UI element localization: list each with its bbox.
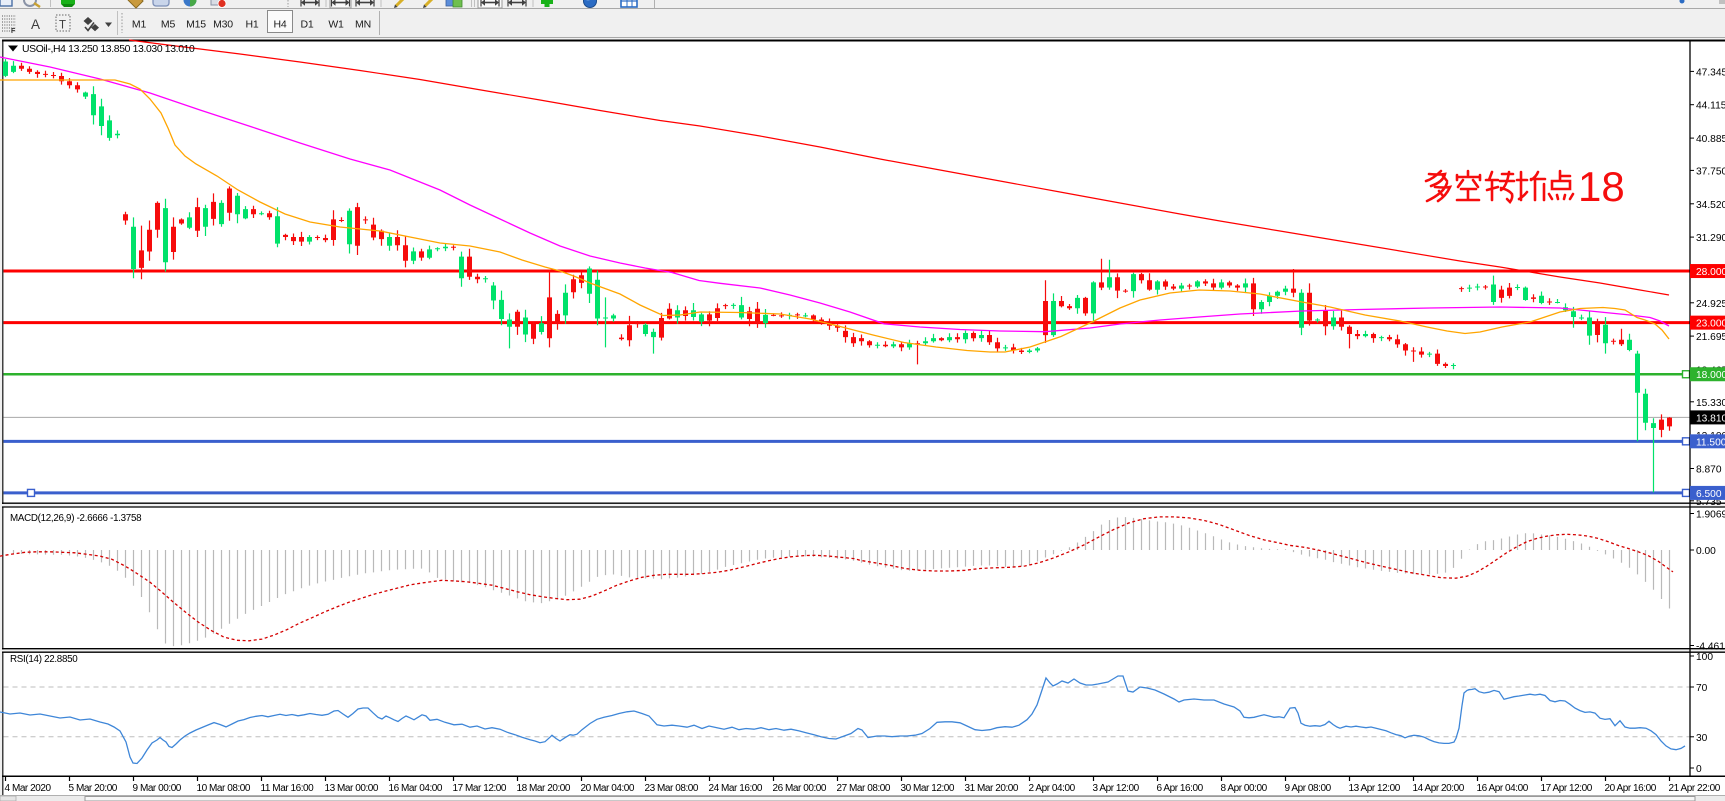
svg-text:47.345: 47.345	[1696, 67, 1725, 78]
svg-text:23 Mar 08:00: 23 Mar 08:00	[645, 783, 699, 794]
svg-text:0: 0	[1696, 764, 1702, 775]
svg-text:11 Mar 16:00: 11 Mar 16:00	[261, 783, 315, 794]
svg-text:16 Mar 04:00: 16 Mar 04:00	[389, 783, 443, 794]
svg-text:9 Mar 00:00: 9 Mar 00:00	[133, 783, 182, 794]
svg-text:5.735: 5.735	[1696, 497, 1722, 508]
svg-text:100: 100	[1696, 652, 1713, 663]
svg-text:A: A	[31, 17, 40, 32]
svg-text:20 Apr 16:00: 20 Apr 16:00	[1605, 783, 1657, 794]
svg-text:RSI(14) 22.8850: RSI(14) 22.8850	[10, 654, 78, 665]
svg-text:21.695: 21.695	[1696, 332, 1725, 343]
svg-text:13 Apr 12:00: 13 Apr 12:00	[1349, 783, 1401, 794]
svg-text:10 Mar 08:00: 10 Mar 08:00	[197, 783, 251, 794]
svg-text:M5: M5	[161, 19, 176, 31]
svg-text:6 Apr 16:00: 6 Apr 16:00	[1157, 783, 1204, 794]
svg-text:MACD(12,26,9) -2.6666 -1.3758: MACD(12,26,9) -2.6666 -1.3758	[10, 513, 142, 524]
svg-text:15.330: 15.330	[1696, 398, 1725, 409]
svg-text:40.885: 40.885	[1696, 134, 1725, 145]
svg-text:4 Mar 2020: 4 Mar 2020	[5, 783, 52, 794]
svg-text:27 Mar 08:00: 27 Mar 08:00	[837, 783, 891, 794]
svg-text:T: T	[59, 20, 66, 32]
svg-text:8.870: 8.870	[1696, 465, 1722, 476]
svg-text:D1: D1	[300, 19, 313, 31]
svg-text:31 Mar 20:00: 31 Mar 20:00	[965, 783, 1019, 794]
svg-text:18 Mar 20:00: 18 Mar 20:00	[517, 783, 571, 794]
svg-text:H1: H1	[245, 19, 258, 31]
svg-text:6.500: 6.500	[1696, 489, 1722, 500]
svg-text:USOil-,H4 13.250 13.850 13.03: USOil-,H4 13.250 13.850 13.030 13.010	[22, 44, 195, 55]
svg-text:16 Apr 04:00: 16 Apr 04:00	[1477, 783, 1529, 794]
svg-text:14 Apr 20:00: 14 Apr 20:00	[1413, 783, 1465, 794]
svg-text:M1: M1	[132, 19, 147, 31]
svg-text:M30: M30	[213, 19, 233, 31]
svg-text:W1: W1	[328, 19, 344, 31]
svg-text:17 Mar 12:00: 17 Mar 12:00	[453, 783, 507, 794]
svg-text:11.500: 11.500	[1696, 437, 1725, 448]
svg-text:8 Apr 00:00: 8 Apr 00:00	[1221, 783, 1268, 794]
svg-text:H4: H4	[273, 19, 286, 31]
svg-text:18: 18	[1578, 163, 1625, 210]
svg-text:9 Apr 08:00: 9 Apr 08:00	[1285, 783, 1332, 794]
svg-text:18.000: 18.000	[1696, 370, 1725, 381]
svg-text:M15: M15	[186, 19, 206, 31]
svg-text:44.115: 44.115	[1696, 101, 1725, 112]
svg-text:17 Apr 12:00: 17 Apr 12:00	[1541, 783, 1593, 794]
svg-text:13 Mar 00:00: 13 Mar 00:00	[325, 783, 379, 794]
svg-text:24.925: 24.925	[1696, 299, 1725, 310]
svg-text:34.520: 34.520	[1696, 200, 1725, 211]
svg-text:23.000: 23.000	[1696, 319, 1725, 330]
svg-text:MN: MN	[355, 19, 371, 31]
svg-text:28.000: 28.000	[1696, 267, 1725, 278]
svg-text:13.810: 13.810	[1696, 413, 1725, 424]
svg-text:0.00: 0.00	[1696, 546, 1716, 557]
svg-text:26 Mar 00:00: 26 Mar 00:00	[773, 783, 827, 794]
svg-text:37.750: 37.750	[1696, 166, 1725, 177]
svg-text:31.290: 31.290	[1696, 233, 1725, 244]
svg-text:21 Apr 22:00: 21 Apr 22:00	[1669, 783, 1721, 794]
svg-text:20 Mar 04:00: 20 Mar 04:00	[581, 783, 635, 794]
svg-text:-4.4614: -4.4614	[1696, 642, 1725, 653]
svg-text:F: F	[11, 28, 16, 35]
svg-text:1.9069: 1.9069	[1696, 510, 1725, 521]
svg-text:70: 70	[1696, 683, 1708, 694]
svg-text:30: 30	[1696, 733, 1708, 744]
svg-text:2 Apr 04:00: 2 Apr 04:00	[1029, 783, 1076, 794]
svg-text:30 Mar 12:00: 30 Mar 12:00	[901, 783, 955, 794]
svg-text:3 Apr 12:00: 3 Apr 12:00	[1093, 783, 1140, 794]
svg-text:24 Mar 16:00: 24 Mar 16:00	[709, 783, 763, 794]
svg-text:5 Mar 20:00: 5 Mar 20:00	[69, 783, 118, 794]
